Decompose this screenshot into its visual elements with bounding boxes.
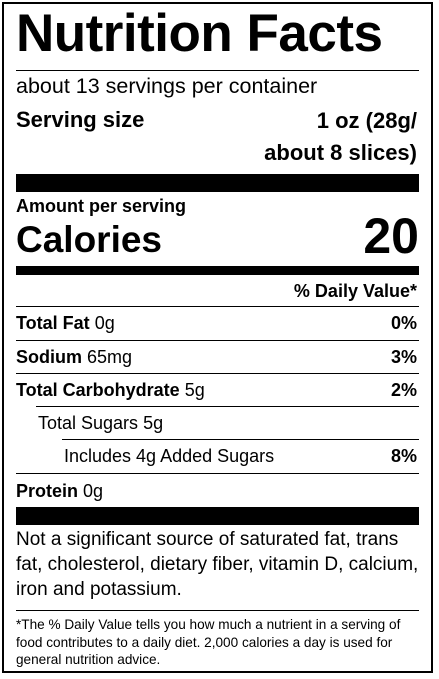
nutrient-row-total-sugars: Total Sugars 5g [38,407,419,440]
nutrient-amount: 0g [94,313,115,333]
nutrient-daily-value: 3% [390,347,417,367]
nutrient-name: Protein [16,481,79,501]
nutrient-amount: 65mg [87,347,133,367]
nutrient-name: Includes 4g Added Sugars [64,446,275,466]
calories-label: Calories [16,219,163,260]
divider [16,373,419,374]
nutrition-facts-label: Nutrition Facts about 13 servings per co… [2,2,433,673]
nutrient-row-protein: Protein 0g [16,475,419,508]
label-title: Nutrition Facts [16,4,383,63]
divider [16,340,419,341]
nutrient-name: Total Carbohydrate [16,380,180,400]
nutrient-row-sodium: Sodium 65mg 3% [16,341,419,374]
nutrient-name: Sodium [16,347,82,367]
nutrient-name: Total Sugars [38,413,139,433]
serving-size-value: 1 oz (28g/ about 8 slices) [264,108,417,165]
divider [16,473,419,474]
nutrient-amount: 0g [83,481,104,501]
nutrient-row-total-carbohydrate: Total Carbohydrate 5g 2% [16,374,419,407]
thick-divider [16,174,419,192]
amount-per-serving: Amount per serving [16,196,187,216]
serving-size-label: Serving size [16,107,145,132]
servings-per-container: about 13 servings per container [16,74,318,98]
label-content: Nutrition Facts about 13 servings per co… [16,4,419,671]
nutrient-amount: 5g [143,413,164,433]
divider [62,439,419,440]
divider [16,610,419,611]
calories-value: 20 [363,208,419,264]
nutrient-daily-value: 0% [390,313,417,333]
nutrient-amount: 5g [184,380,205,400]
footnote-insignificant-sources: Not a significant source of saturated fa… [16,529,419,600]
divider [16,306,419,307]
nutrient-row-added-sugars: Includes 4g Added Sugars 8% [64,440,419,473]
nutrient-name: Total Fat [16,313,90,333]
footnote-daily-value: *The % Daily Value tells you how much a … [16,617,401,667]
divider [16,70,419,71]
thick-divider [16,507,419,525]
nutrient-daily-value: 8% [390,446,417,466]
divider [36,406,419,407]
medium-divider [16,266,419,275]
nutrient-daily-value: 2% [390,380,417,400]
daily-value-header: % Daily Value* [293,281,417,301]
nutrient-row-total-fat: Total Fat 0g 0% [16,307,419,340]
